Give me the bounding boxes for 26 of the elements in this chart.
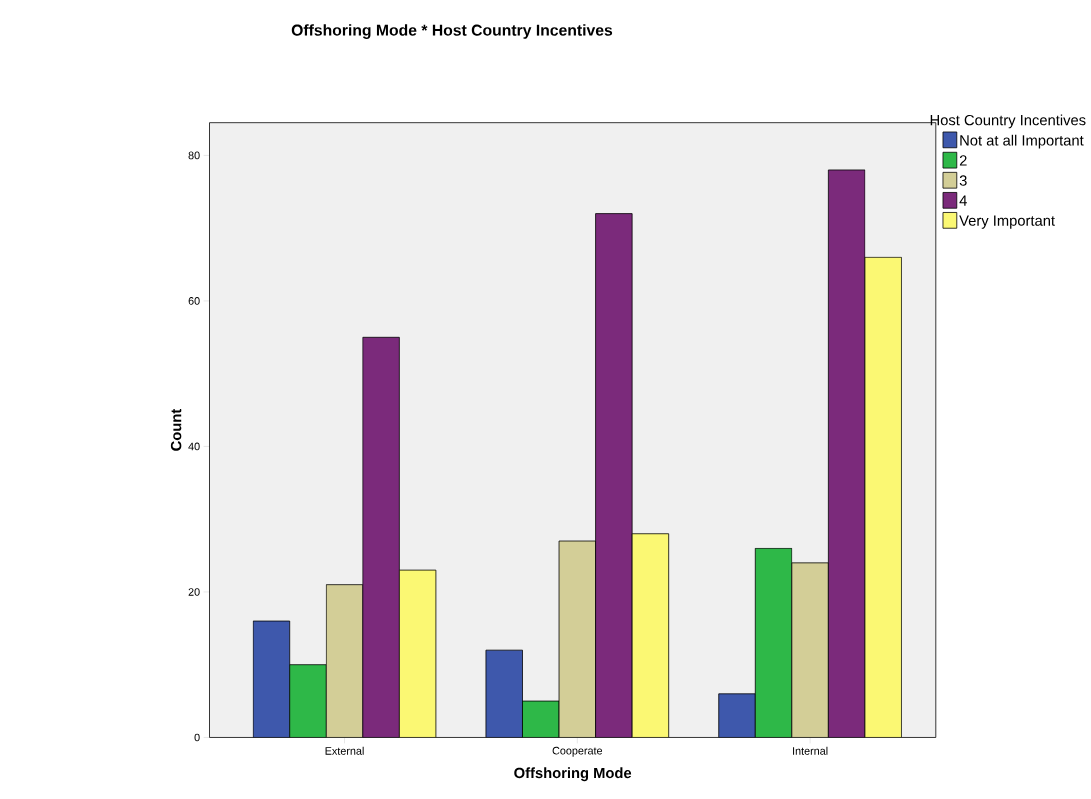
- x-tick-label: Cooperate: [552, 746, 603, 757]
- y-tick-label: 40: [188, 442, 200, 451]
- legend-label: 4: [959, 195, 967, 206]
- y-tick-label: 80: [188, 151, 200, 160]
- bar: [558, 540, 596, 738]
- y-axis-title: Count: [170, 408, 182, 451]
- x-tick-label: External: [325, 746, 364, 755]
- bar: [718, 693, 756, 738]
- bar: [595, 213, 633, 738]
- legend-label: 3: [959, 175, 967, 186]
- chart-title: Offshoring Mode * Host Country Incentives: [291, 24, 613, 39]
- bar: [827, 169, 866, 738]
- bar: [485, 649, 523, 738]
- legend-label: 2: [959, 155, 967, 166]
- bar: [362, 336, 400, 738]
- y-tick-label: 0: [194, 733, 200, 742]
- x-axis-title: Offshoring Mode: [514, 767, 632, 782]
- bar: [252, 620, 291, 738]
- legend-label: Not at all Important: [960, 134, 1084, 149]
- legend-label: Very Important: [959, 215, 1055, 229]
- x-tick-label: Internal: [793, 746, 828, 755]
- y-tick-label: 20: [188, 587, 200, 596]
- bar: [791, 562, 829, 738]
- legend-title: Host Country Incentives: [930, 114, 1086, 129]
- y-tick-label: 60: [188, 296, 200, 305]
- bar: [325, 584, 364, 738]
